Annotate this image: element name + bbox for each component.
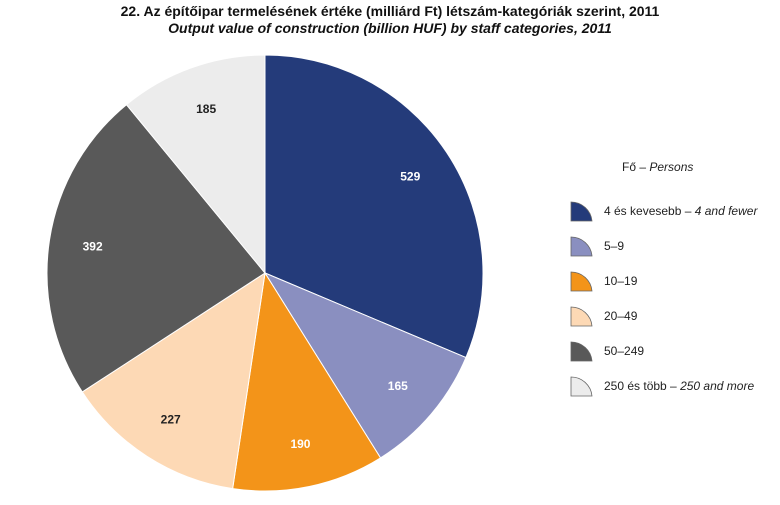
data-label: 190 (290, 437, 310, 451)
legend-label: 4 és kevesebb (604, 203, 682, 218)
legend-label: 250 és több (604, 378, 667, 393)
legend-label: 50–249 (604, 343, 645, 358)
pie-slice (264, 54, 484, 359)
legend-item: 5–9 (570, 228, 757, 263)
legend-swatch (570, 201, 593, 221)
legend: Fő – Persons 4 és kevesebb – 4 and fewer… (570, 160, 757, 403)
legend-swatch (570, 236, 593, 256)
chart-title: 22. Az építőipar termelésének értéke (mi… (120, 3, 660, 19)
pie-slice (232, 271, 382, 492)
data-label: 165 (388, 379, 408, 393)
legend-label: 5–9 (604, 238, 625, 253)
data-label: 529 (400, 170, 420, 184)
pie-slice (263, 271, 467, 459)
legend-item: 4 és kevesebb – 4 and fewer (570, 193, 757, 228)
pie-slice (125, 54, 266, 275)
legend-label: 20–49 (604, 308, 638, 323)
legend-swatch (570, 376, 593, 396)
legend-item: 50–249 (570, 333, 757, 368)
legend-title: Fő – Persons (622, 160, 694, 174)
data-label: 227 (161, 413, 181, 427)
legend-swatch (570, 271, 593, 291)
legend-swatch (570, 306, 593, 326)
legend-item: 250 és több – 250 and more (570, 368, 757, 403)
pie-slice (46, 103, 266, 393)
legend-item: 10–19 (570, 263, 757, 298)
chart-subtitle: Output value of construction (billion HU… (168, 20, 612, 36)
pie-slice (81, 271, 266, 490)
data-label: 185 (196, 102, 216, 116)
legend-swatch (570, 341, 593, 361)
data-label: 392 (83, 239, 103, 253)
legend-item: 20–49 (570, 298, 757, 333)
legend-label-en: 250 and more (680, 378, 755, 393)
legend-label: 10–19 (604, 273, 638, 288)
legend-label-en: 4 and fewer (694, 203, 758, 218)
